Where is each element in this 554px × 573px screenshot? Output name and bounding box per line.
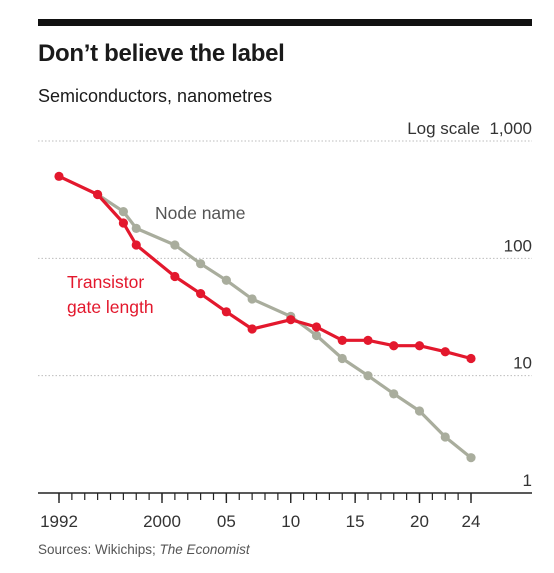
- y-tick-label: 1,000: [489, 119, 532, 138]
- node-point: [337, 353, 347, 364]
- transistor-gate-label-line: Transistor: [67, 272, 144, 292]
- gate-point: [170, 271, 180, 282]
- node-point: [440, 432, 450, 442]
- source-prefix: Sources: Wikichips;: [38, 542, 160, 557]
- log-scale-note: Log scale: [407, 119, 480, 138]
- y-tick-label: 10: [513, 354, 532, 373]
- y-tick-label: 100: [504, 236, 532, 255]
- x-tick-label: 2000: [143, 512, 181, 531]
- node-point: [131, 223, 141, 233]
- grid-layer: [38, 140, 532, 377]
- x-tick-label: 10: [281, 512, 300, 531]
- label-layer: 1,000 100 10 1 Log scale 1992 2000 05 10 15 20 24 No…: [40, 119, 532, 531]
- x-axis: [38, 492, 532, 503]
- gate-point: [466, 353, 476, 364]
- gate-point: [363, 335, 373, 345]
- x-tick-label: 15: [346, 512, 365, 531]
- x-tick-label: 24: [462, 512, 481, 531]
- node-point: [389, 389, 399, 399]
- top-rule: [38, 19, 532, 26]
- gate-point: [221, 307, 231, 317]
- node-point: [466, 453, 476, 463]
- source-italic: The Economist: [159, 542, 250, 557]
- series-layer: [54, 171, 476, 463]
- gate-point: [414, 341, 425, 351]
- node-point: [196, 259, 206, 269]
- node-point: [363, 371, 373, 381]
- x-tick-label: 05: [217, 512, 236, 531]
- gate-point: [131, 240, 141, 250]
- gate-point: [337, 335, 347, 345]
- chart-area: 1,000 100 10 1 Log scale 1992 2000 05 10 15 20 24 No…: [38, 119, 532, 531]
- gate-point: [93, 189, 103, 200]
- gate-point: [311, 322, 322, 332]
- chart-subtitle: Semiconductors, nanometres: [38, 86, 273, 106]
- y-tick-label: 1: [523, 471, 532, 490]
- gate-point: [196, 289, 206, 299]
- x-tick-label: 1992: [40, 512, 78, 531]
- gate-line: [57, 174, 473, 361]
- gate-point: [247, 324, 257, 334]
- gate-point: [389, 341, 399, 351]
- gate-point: [286, 315, 296, 325]
- transistor-gate-label-line: gate length: [67, 297, 154, 317]
- node-point: [414, 406, 425, 416]
- node-point: [247, 294, 257, 304]
- chart-title: Don’t believe the label: [38, 40, 285, 67]
- x-tick-label: 20: [410, 512, 429, 531]
- source-note: Sources: Wikichips; The Economist: [38, 542, 250, 557]
- node-point: [170, 240, 180, 250]
- gate-point: [54, 171, 64, 181]
- node-name-label: Node name: [155, 203, 245, 223]
- node-line: [95, 192, 473, 460]
- node-point: [118, 207, 128, 217]
- node-point: [311, 330, 322, 341]
- node-point: [221, 275, 231, 285]
- gate-point: [440, 347, 450, 357]
- gate-point: [118, 218, 128, 228]
